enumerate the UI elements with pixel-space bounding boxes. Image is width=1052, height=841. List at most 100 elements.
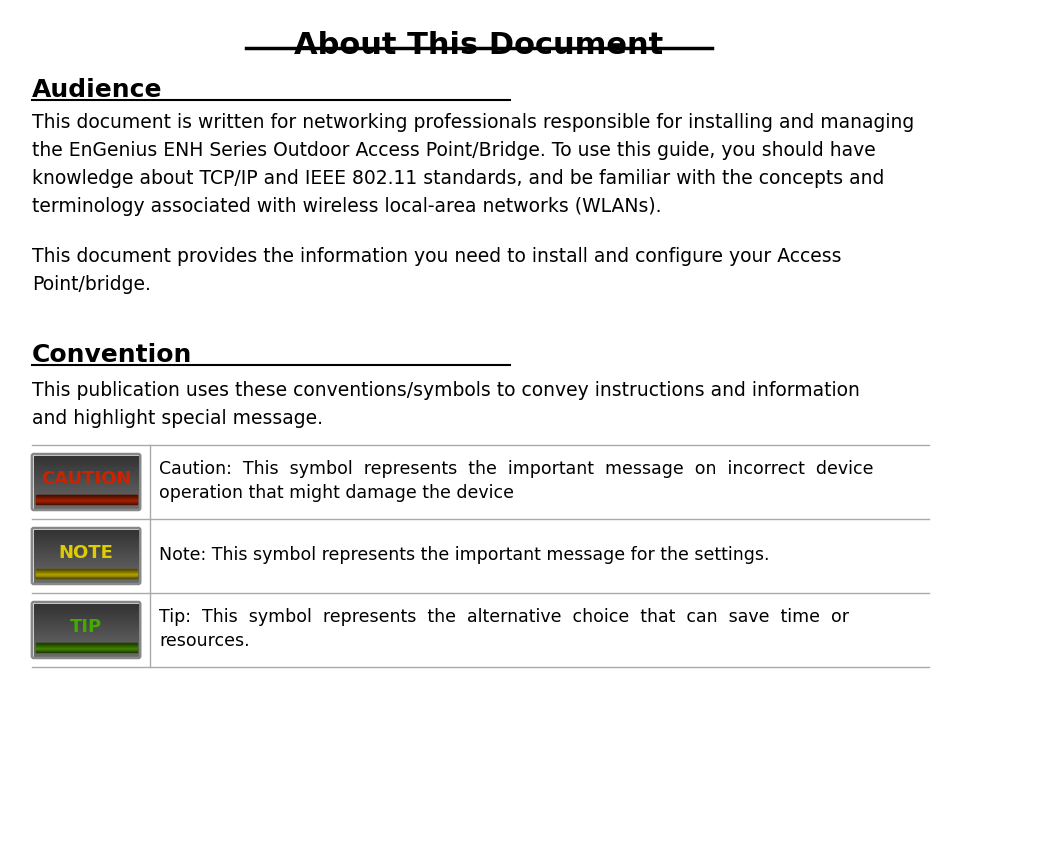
Bar (34, 580, 139, 582)
Bar (34, 495, 139, 496)
Bar (34, 549, 139, 551)
Bar (34, 561, 139, 563)
Bar (34, 572, 139, 573)
Bar (34, 505, 139, 506)
Bar (34, 563, 139, 565)
Bar (34, 530, 139, 532)
Bar (34, 625, 139, 626)
Text: CAUTION: CAUTION (41, 470, 132, 489)
Bar (34, 532, 139, 534)
Bar (34, 569, 139, 570)
Bar (34, 479, 139, 481)
Text: Tip:  This  symbol  represents  the  alternative  choice  that  can  save  time : Tip: This symbol represents the alternat… (159, 608, 849, 626)
Text: Audience: Audience (32, 78, 162, 102)
Bar (34, 573, 139, 574)
Bar (34, 542, 139, 543)
Bar (34, 566, 139, 568)
Bar (34, 546, 139, 547)
Bar (34, 608, 139, 609)
Bar (34, 640, 139, 642)
Bar (34, 629, 139, 630)
Bar (34, 578, 139, 579)
Bar (34, 556, 139, 558)
Bar (34, 651, 139, 652)
Bar (34, 551, 139, 552)
Bar (34, 461, 139, 463)
Bar (34, 565, 139, 566)
Text: Convention: Convention (32, 343, 193, 367)
Bar (34, 616, 139, 617)
Bar (34, 543, 139, 544)
Text: Caution:  This  symbol  represents  the  important  message  on  incorrect  devi: Caution: This symbol represents the impo… (159, 460, 874, 478)
Bar (34, 623, 139, 625)
Bar (34, 649, 139, 651)
Bar (34, 482, 139, 484)
Bar (34, 622, 139, 623)
Bar (34, 653, 139, 654)
Bar (34, 484, 139, 486)
Bar (34, 477, 139, 478)
Bar (34, 609, 139, 611)
Bar (34, 621, 139, 622)
Bar (34, 537, 139, 539)
Bar (34, 555, 139, 556)
Bar (34, 491, 139, 492)
Bar (34, 458, 139, 460)
Bar (34, 501, 139, 503)
Bar (34, 489, 139, 491)
Bar (34, 470, 139, 472)
Bar (34, 474, 139, 475)
Bar (34, 499, 139, 500)
Bar (34, 475, 139, 477)
Bar (34, 574, 139, 575)
Bar (34, 654, 139, 656)
Bar (34, 613, 139, 615)
Bar (34, 548, 139, 549)
Bar (34, 575, 139, 577)
Bar (34, 570, 139, 572)
Bar (34, 541, 139, 542)
Bar (34, 460, 139, 461)
Text: TIP: TIP (70, 618, 102, 637)
Bar (34, 646, 139, 647)
Text: This publication uses these conventions/symbols to convey instructions and infor: This publication uses these conventions/… (32, 381, 859, 400)
Text: Note: This symbol represents the important message for the settings.: Note: This symbol represents the importa… (159, 546, 770, 564)
Bar (34, 553, 139, 555)
Bar (34, 604, 139, 606)
Bar (34, 577, 139, 578)
Bar (34, 467, 139, 468)
Text: knowledge about TCP/IP and IEEE 802.11 standards, and be familiar with the conce: knowledge about TCP/IP and IEEE 802.11 s… (32, 169, 885, 188)
Bar (34, 503, 139, 504)
Bar (34, 637, 139, 639)
Bar (34, 500, 139, 501)
Bar (34, 481, 139, 482)
Bar (34, 468, 139, 469)
Text: the EnGenius ENH Series Outdoor Access Point/Bridge. To use this guide, you shou: the EnGenius ENH Series Outdoor Access P… (32, 141, 875, 160)
Bar (34, 469, 139, 470)
Bar (34, 486, 139, 487)
Bar (34, 494, 139, 495)
Bar (34, 504, 139, 505)
Bar (34, 652, 139, 653)
Bar (34, 627, 139, 629)
Bar (34, 606, 139, 608)
Bar (34, 478, 139, 479)
Text: Point/bridge.: Point/bridge. (32, 275, 150, 294)
Bar (34, 626, 139, 627)
Bar (34, 632, 139, 634)
Bar (34, 634, 139, 635)
Bar (34, 618, 139, 620)
Bar (34, 617, 139, 618)
Bar (34, 547, 139, 548)
Text: About This Document: About This Document (295, 31, 664, 60)
Text: and highlight special message.: and highlight special message. (32, 409, 323, 428)
Bar (34, 465, 139, 467)
Bar (34, 492, 139, 494)
Bar (34, 558, 139, 560)
Bar (34, 473, 139, 474)
Text: This document is written for networking professionals responsible for installing: This document is written for networking … (32, 113, 914, 132)
Text: resources.: resources. (159, 632, 250, 650)
Bar (34, 639, 139, 640)
Bar (34, 487, 139, 489)
Bar (34, 544, 139, 546)
